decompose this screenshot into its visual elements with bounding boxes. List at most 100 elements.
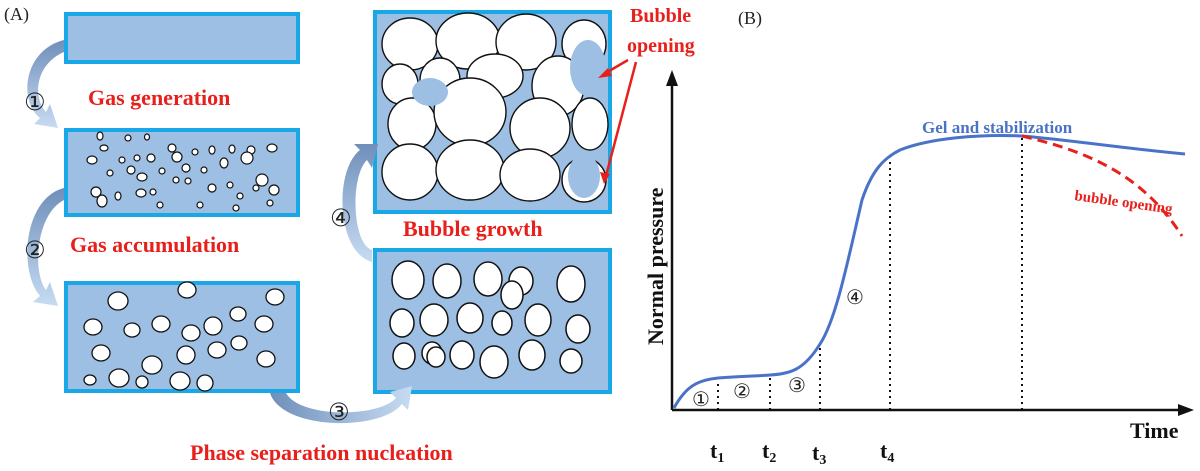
tick-t2-sub: 2 [769, 451, 776, 466]
medium-bubble-20 [169, 371, 191, 391]
small-bubble-17 [126, 165, 136, 175]
opened-bubble-bottom [568, 154, 600, 198]
small-bubble-8 [146, 153, 156, 163]
panel-a-label: (A) [4, 4, 29, 25]
small-bubble-26 [90, 186, 102, 198]
small-bubble-30 [149, 188, 157, 196]
small-bubble-11 [191, 148, 199, 156]
large-bubble-7 [389, 308, 415, 338]
small-bubble-2 [124, 134, 132, 142]
tick-t4: t4 [880, 438, 894, 466]
small-bubble-10 [171, 151, 183, 163]
step-1-label: Gas generation [88, 85, 230, 110]
large-bubble-5 [556, 265, 586, 303]
foam-cell-14 [435, 139, 505, 201]
small-bubble-23 [240, 151, 254, 165]
tick-t2: t2 [762, 438, 776, 466]
tick-t1-sub: 1 [717, 451, 724, 466]
y-axis-label: Normal pressure [643, 187, 668, 345]
small-bubble-22 [219, 157, 229, 169]
medium-bubble-13 [176, 345, 196, 365]
small-bubble-40 [266, 199, 274, 207]
small-bubble-18 [136, 172, 148, 182]
y-axis-arrowhead [666, 70, 678, 86]
tick-t3: t3 [812, 440, 826, 468]
large-bubble-8 [419, 303, 449, 337]
step-1-number: ① [24, 88, 46, 116]
callout-arrowhead-top [598, 68, 612, 78]
medium-bubble-16 [256, 350, 276, 368]
small-bubble-12 [208, 145, 216, 155]
callout-arrows [598, 58, 638, 184]
stage-marker-2: ② [733, 379, 751, 403]
series-gel-stabilization [672, 134, 1186, 409]
large-bubble-3 [473, 261, 503, 297]
small-bubble-19 [158, 167, 166, 175]
small-bubble-9 [167, 143, 177, 153]
label-gel-stabilization: Gel and stabilization [922, 118, 1073, 137]
medium-bubble-19 [196, 374, 214, 392]
series-bubble-opening [1021, 134, 1184, 237]
large-bubble-10 [491, 310, 513, 336]
tick-t3-base: t [812, 440, 820, 465]
small-bubble-15 [266, 143, 278, 153]
box-gas-generation [64, 12, 300, 64]
small-bubble-33 [207, 183, 217, 193]
small-bubble-5 [86, 155, 98, 165]
foam-cell-11 [509, 97, 571, 159]
large-bubble-9 [456, 302, 484, 334]
tick-t1: t1 [710, 438, 724, 466]
small-bubble-39 [232, 204, 240, 212]
small-bubble-29 [135, 188, 147, 198]
opened-bubbles [412, 40, 606, 198]
large-bubble-19 [426, 346, 446, 368]
panel-b-label: (B) [738, 8, 762, 29]
medium-bubbles [83, 281, 285, 392]
stage-marker-4: ④ [846, 285, 864, 309]
medium-bubble-11 [91, 344, 111, 362]
medium-bubble-15 [230, 335, 248, 351]
small-bubble-13 [228, 144, 236, 154]
label-bubble-opening: bubble opening [1073, 188, 1174, 218]
callout-line-2: opening [627, 35, 695, 57]
large-bubble-12 [565, 314, 591, 344]
arrow-step-1 [27, 40, 64, 128]
small-bubble-6 [118, 156, 126, 164]
stage-dividers [717, 138, 1023, 410]
stage-marker-1: ① [692, 387, 710, 411]
small-bubble-34 [226, 181, 234, 189]
step-4-number: ④ [330, 204, 352, 232]
large-bubble-6 [500, 280, 524, 310]
arrow-step-4 [342, 144, 378, 262]
medium-bubble-4 [83, 318, 103, 336]
medium-bubble-6 [151, 315, 171, 333]
small-bubble-31 [172, 176, 180, 184]
tick-t2-base: t [762, 438, 770, 463]
small-bubble-4 [99, 144, 109, 152]
medium-bubble-8 [203, 316, 223, 336]
small-bubbles [86, 131, 280, 212]
small-bubble-37 [156, 201, 164, 209]
medium-bubble-18 [83, 374, 97, 386]
medium-bubble-2 [177, 281, 197, 299]
medium-bubble-1 [107, 291, 129, 311]
foam-cell-13 [381, 143, 439, 201]
foam-cell-3 [495, 13, 557, 71]
medium-bubble-9 [229, 306, 247, 322]
small-bubble-21 [200, 166, 208, 174]
large-bubble-16 [479, 345, 509, 379]
callout-arrowhead-bottom [600, 172, 610, 184]
foam-cell-15 [499, 148, 561, 202]
stage-marker-3: ③ [788, 373, 806, 397]
large-bubble-18 [559, 348, 583, 374]
medium-bubble-14 [207, 341, 227, 359]
foam-cell-12 [571, 97, 609, 151]
small-bubble-38 [196, 201, 204, 209]
large-bubble-11 [524, 303, 552, 337]
small-bubble-1 [96, 131, 104, 141]
small-bubble-28 [114, 191, 122, 201]
small-bubble-20 [181, 163, 191, 173]
small-bubble-32 [184, 177, 192, 185]
x-axis-arrowhead [1178, 404, 1194, 416]
